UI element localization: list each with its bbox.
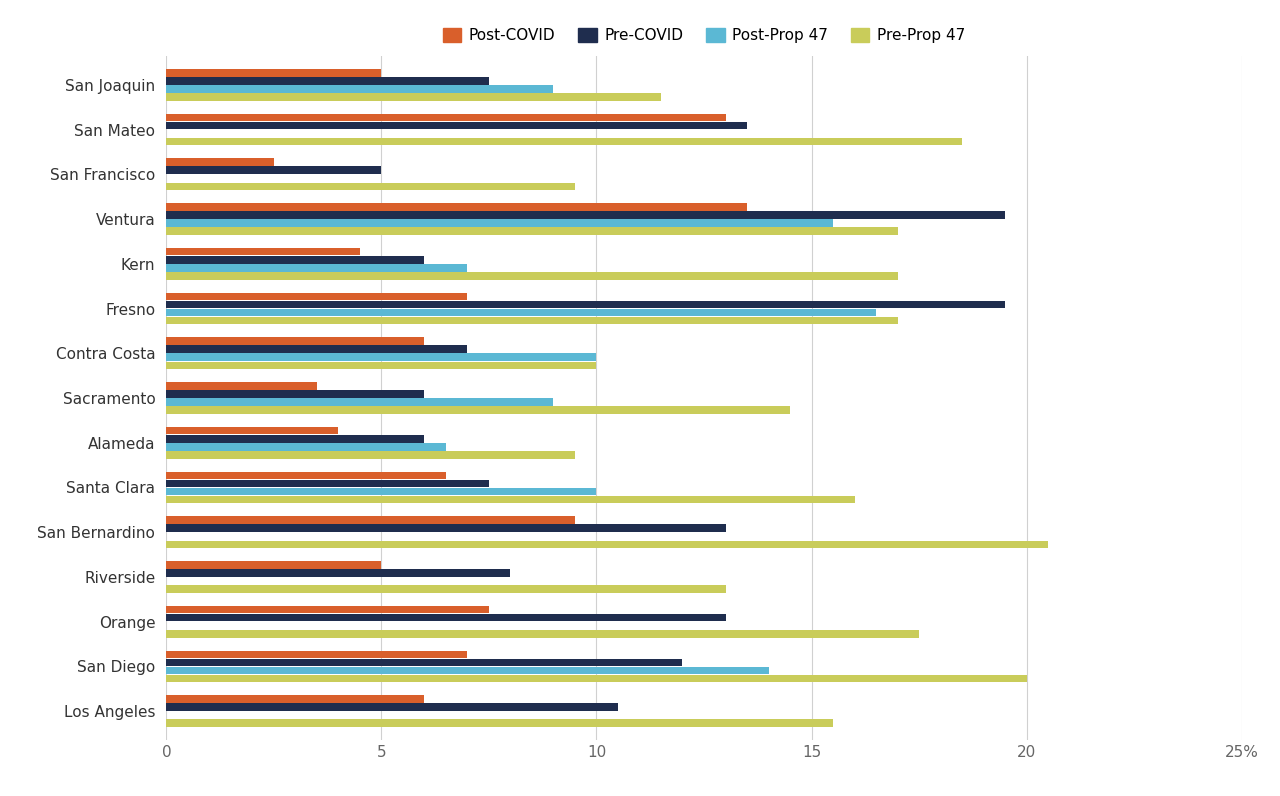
Bar [166,471,445,479]
Bar [166,488,596,495]
Bar [166,606,489,614]
Bar [166,301,1005,308]
Bar [166,77,489,84]
Bar [166,496,855,503]
Bar [166,219,833,227]
Bar [166,480,489,487]
Bar [166,704,618,711]
Bar [166,630,919,638]
Bar [166,585,726,593]
Bar [166,345,467,353]
Bar [166,317,897,325]
Bar [166,390,425,398]
Bar [166,228,897,235]
Bar [166,451,575,458]
Bar [166,293,467,300]
Bar [166,658,682,666]
Bar [166,166,381,174]
Bar [166,435,425,443]
Bar [166,264,467,271]
Bar [166,675,1027,682]
Bar [166,248,360,256]
Bar [166,667,768,674]
Bar [166,398,553,406]
Bar [166,182,575,190]
Bar [166,69,381,76]
Bar [166,85,553,92]
Bar [166,256,425,263]
Bar [166,443,445,451]
Bar [166,650,467,658]
Bar [166,272,897,279]
Bar [166,540,1048,548]
Bar [166,569,511,577]
Bar [166,517,575,524]
Bar [166,122,748,129]
Bar [166,353,596,361]
Bar [166,114,726,121]
Bar [166,525,726,532]
Bar [166,158,274,166]
Bar [166,203,748,211]
Bar [166,382,317,390]
Bar [166,138,963,146]
Bar [166,211,1005,219]
Bar [166,561,381,568]
Bar [166,338,425,345]
Bar [166,309,876,316]
Bar [166,93,660,100]
Bar [166,614,726,622]
Bar [166,361,596,369]
Bar [166,696,425,703]
Bar [166,720,833,727]
Bar [166,406,790,414]
Legend: Post-COVID, Pre-COVID, Post-Prop 47, Pre-Prop 47: Post-COVID, Pre-COVID, Post-Prop 47, Pre… [436,22,972,49]
Bar [166,427,338,435]
